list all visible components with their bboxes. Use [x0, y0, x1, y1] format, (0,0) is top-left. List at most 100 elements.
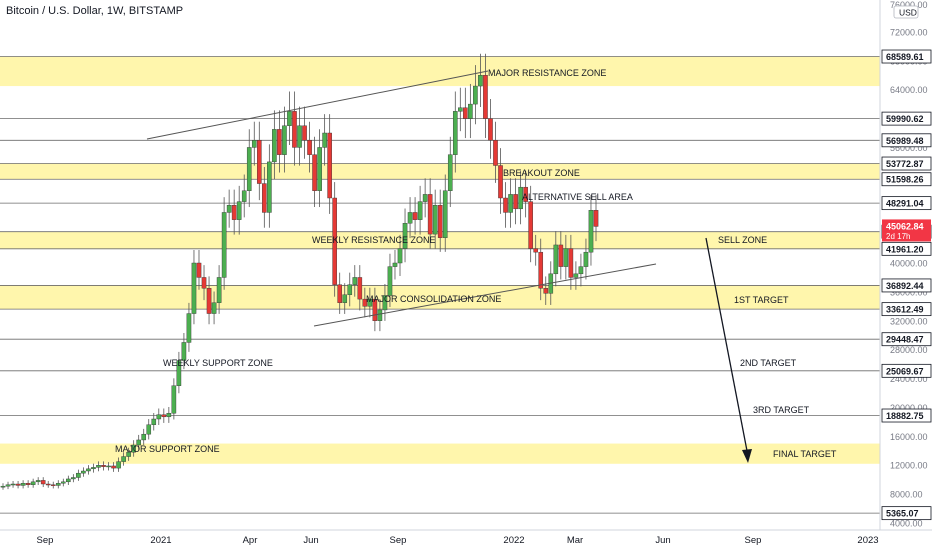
candle-body-106: [533, 248, 538, 253]
level-tag-box-12: [881, 408, 932, 423]
candle-body-77: [387, 266, 393, 296]
level-tag-box-13: [881, 506, 932, 521]
candle-body-79: [397, 248, 403, 264]
price-tick-4: 56000.00: [890, 143, 928, 153]
level-tag-11: 25069.67: [886, 366, 924, 376]
candle-body-18: [91, 467, 96, 470]
candle-body-53: [267, 161, 272, 213]
zone-band-1: [0, 163, 880, 180]
candle-body-115: [578, 266, 584, 275]
candle-body-59: [297, 125, 302, 148]
annotation-weekly-resistance: WEEKLY RESISTANCE ZONE: [312, 235, 436, 245]
candle-body-6: [30, 481, 36, 485]
price-axis-top-tick: 76000.00: [890, 0, 928, 10]
annotation-major-support: MAJOR SUPPORT ZONE: [115, 444, 220, 454]
candle-body-44: [221, 212, 227, 278]
candle-body-96: [483, 75, 488, 119]
time-tick-6: Mar: [567, 535, 583, 546]
time-tick-8: Sep: [745, 535, 762, 546]
candle-body-105: [528, 201, 533, 249]
annotation-1st-target: 1ST TARGET: [734, 295, 789, 305]
candle-body-11: [55, 483, 61, 486]
candle-body-41: [206, 288, 212, 314]
candle-body-45: [226, 205, 232, 213]
candle-body-84: [422, 194, 428, 202]
lower-trendline: [313, 263, 657, 327]
candle-body-80: [402, 223, 408, 249]
candle-body-108: [543, 288, 549, 294]
drawings-layer: [146, 70, 752, 463]
annotation-2nd-target: 2ND TARGET: [740, 358, 797, 368]
price-tick-11: 28000.00: [890, 345, 928, 355]
price-tick-2: 64000.00: [890, 85, 928, 95]
price-axis[interactable]: 76000.00USD72000.0068000.0064000.0060000…: [879, 0, 932, 550]
currency-badge: [893, 5, 919, 19]
candle-body-76: [382, 295, 388, 311]
candle-body-38: [191, 262, 197, 314]
chart-title: Bitcoin / U.S. Dollar, 1W, BITSTAMP: [6, 5, 184, 17]
annotation-consolidation: MAJOR CONSOLIDATION ZONE: [366, 294, 501, 304]
time-tick-5: 2022: [503, 535, 524, 546]
candle-body-26: [131, 444, 136, 453]
price-tick-16: 8000.00: [890, 490, 923, 500]
candle-body-9: [45, 483, 51, 486]
level-tag-box-0: [881, 49, 932, 64]
zone-band-0: [0, 56, 880, 87]
candle-body-88: [442, 190, 448, 238]
candle-body-104: [523, 186, 528, 202]
price-tick-15: 12000.00: [890, 461, 928, 471]
candle-body-34: [171, 385, 177, 414]
candle-body-1: [5, 484, 11, 487]
candle-body-12: [61, 481, 66, 484]
level-tag-5: 48291.04: [886, 199, 924, 209]
candle-body-30: [151, 418, 157, 425]
time-tick-9: 2023: [857, 535, 878, 546]
annotation-3rd-target: 3RD TARGET: [753, 405, 810, 415]
candle-body-118: [593, 210, 599, 227]
candle-body-99: [498, 165, 503, 199]
candle-body-100: [503, 197, 508, 213]
candle-body-71: [357, 277, 363, 300]
candle-body-56: [282, 125, 287, 155]
candle-body-33: [166, 413, 172, 418]
candle-body-74: [372, 298, 378, 321]
candle-body-10: [50, 484, 56, 486]
candle-body-112: [563, 248, 569, 267]
current-price-tag: [882, 219, 931, 242]
candle-body-63: [317, 147, 322, 191]
annotation-sell-zone: SELL ZONE: [718, 235, 767, 245]
level-tag-4: 51598.26: [886, 175, 924, 185]
level-tag-10: 29448.47: [886, 335, 924, 345]
time-axis[interactable]: Sep 2021 Apr Jun Sep 2022 Mar Jun Sep 2023: [0, 529, 932, 546]
candle-body-39: [196, 262, 202, 278]
candle-body-13: [66, 478, 71, 483]
candle-body-92: [463, 107, 468, 119]
candle-body-114: [573, 273, 579, 278]
price-tick-17: 4000.00: [890, 519, 923, 529]
level-tag-box-7: [881, 241, 932, 256]
candle-body-82: [412, 212, 418, 220]
price-tick-12: 24000.00: [890, 374, 928, 384]
candle-body-81: [407, 212, 413, 224]
candle-body-20: [101, 465, 106, 467]
candle-body-61: [307, 140, 312, 155]
candle-body-40: [201, 277, 207, 289]
candle-body-35: [176, 360, 182, 386]
candle-body-102: [513, 194, 518, 210]
time-tick-2: Apr: [243, 535, 258, 546]
candle-body-8: [40, 480, 46, 485]
time-tick-4: Sep: [390, 535, 407, 546]
candle-body-0: [0, 485, 6, 488]
level-tag-2: 56989.48: [886, 136, 924, 146]
price-tick-0: 72000.00: [890, 27, 928, 37]
candle-body-4: [20, 483, 26, 486]
candle-body-15: [76, 472, 81, 478]
candles-layer: [0, 53, 599, 490]
candle-body-87: [437, 205, 443, 238]
candle-body-75: [377, 309, 383, 321]
candle-body-28: [141, 433, 147, 441]
level-tag-box-11: [881, 363, 932, 378]
annotations-layer: MAJOR RESISTANCE ZONE BREAKOUT ZONE ALTE…: [115, 68, 837, 459]
candle-body-42: [211, 302, 217, 314]
